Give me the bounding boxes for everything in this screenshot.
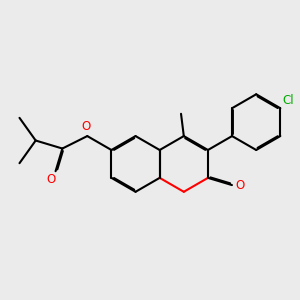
Text: O: O <box>47 172 56 186</box>
Text: O: O <box>235 178 244 192</box>
Text: O: O <box>81 120 91 133</box>
Text: Cl: Cl <box>283 94 294 107</box>
